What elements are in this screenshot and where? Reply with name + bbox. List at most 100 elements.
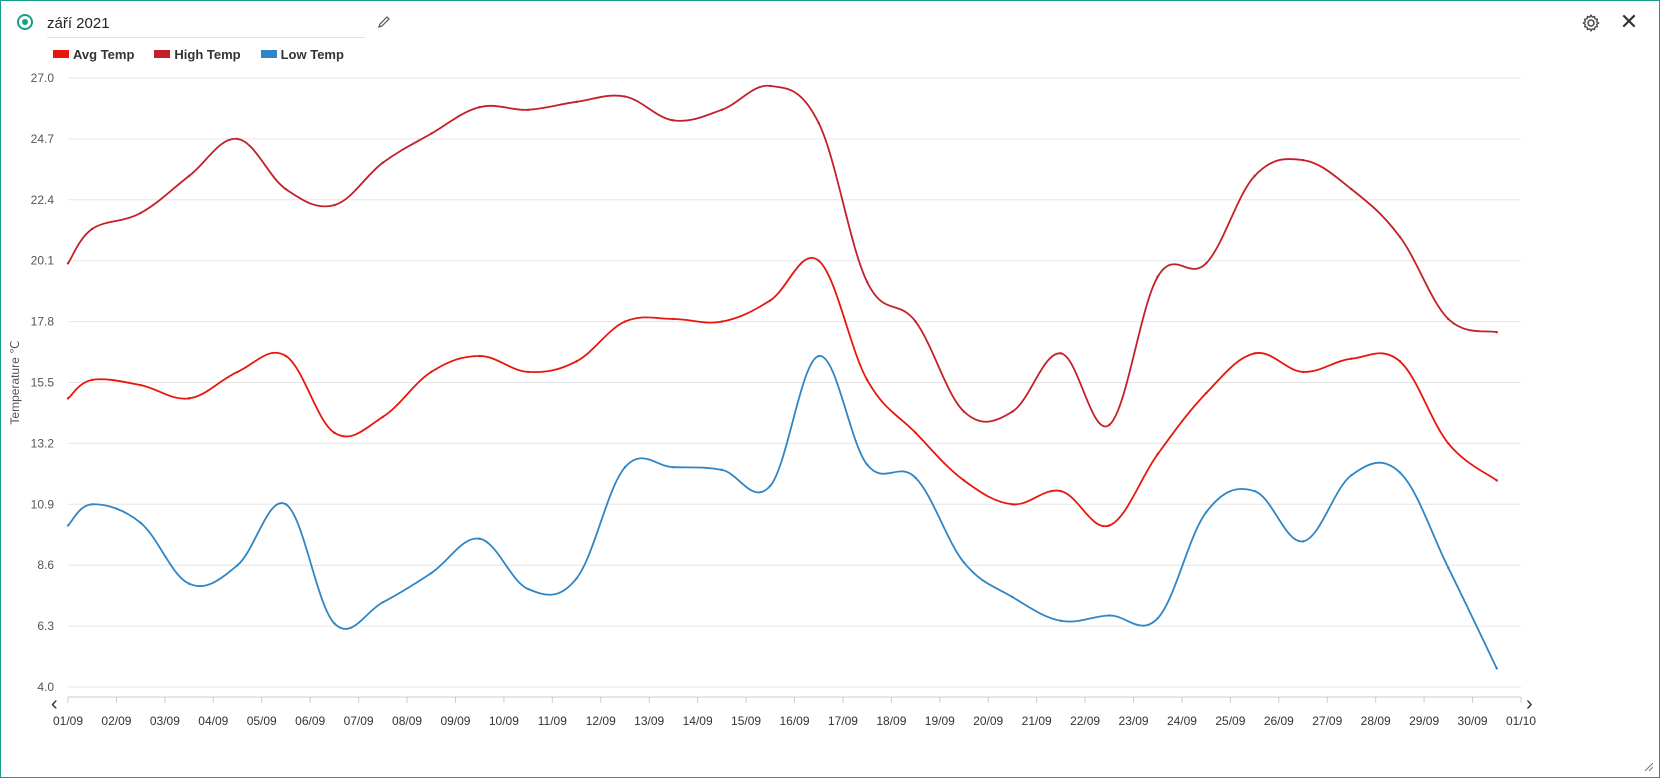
- data-point[interactable]: [1156, 275, 1159, 278]
- data-point[interactable]: [526, 370, 530, 374]
- data-point[interactable]: [962, 479, 966, 482]
- data-point[interactable]: [575, 577, 578, 580]
- data-point[interactable]: [526, 108, 530, 111]
- data-point[interactable]: [1156, 452, 1159, 456]
- data-point[interactable]: [187, 397, 191, 400]
- data-point[interactable]: [1204, 511, 1208, 514]
- data-point[interactable]: [1398, 235, 1402, 239]
- data-point[interactable]: [139, 211, 142, 215]
- legend-item-high[interactable]: High Temp: [154, 45, 241, 63]
- data-point[interactable]: [1204, 391, 1208, 395]
- data-point[interactable]: [139, 521, 142, 525]
- data-point[interactable]: [478, 537, 481, 540]
- data-point[interactable]: [430, 370, 433, 374]
- data-point[interactable]: [66, 524, 70, 527]
- data-point[interactable]: [91, 227, 94, 231]
- data-point[interactable]: [720, 320, 724, 323]
- data-point[interactable]: [1156, 616, 1159, 620]
- data-point[interactable]: [381, 161, 385, 164]
- data-point[interactable]: [1350, 473, 1353, 477]
- data-point[interactable]: [284, 188, 288, 191]
- data-point[interactable]: [139, 383, 142, 387]
- data-point[interactable]: [1301, 370, 1305, 374]
- chevron-left-icon[interactable]: ‹: [51, 693, 58, 715]
- data-point[interactable]: [769, 299, 772, 302]
- data-point[interactable]: [1495, 479, 1498, 482]
- high-temp-line[interactable]: [67, 84, 1498, 428]
- data-point[interactable]: [1301, 158, 1305, 162]
- data-point[interactable]: [1253, 352, 1256, 355]
- data-point[interactable]: [91, 378, 94, 382]
- data-point[interactable]: [865, 378, 869, 382]
- data-point[interactable]: [672, 317, 675, 321]
- data-point[interactable]: [720, 468, 724, 472]
- avg-temp-line[interactable]: [67, 257, 1498, 528]
- data-point[interactable]: [187, 582, 191, 585]
- data-point[interactable]: [817, 259, 820, 262]
- data-point[interactable]: [1059, 489, 1063, 493]
- data-point[interactable]: [1350, 357, 1353, 360]
- data-point[interactable]: [1495, 667, 1498, 670]
- data-point[interactable]: [575, 100, 578, 104]
- data-point[interactable]: [914, 320, 917, 323]
- data-point[interactable]: [1011, 595, 1014, 599]
- data-point[interactable]: [817, 121, 820, 125]
- data-point[interactable]: [623, 320, 627, 323]
- data-point[interactable]: [1301, 540, 1305, 543]
- data-point[interactable]: [769, 84, 772, 88]
- gear-icon[interactable]: [1581, 13, 1601, 33]
- pencil-icon[interactable]: [377, 15, 391, 29]
- data-point[interactable]: [769, 484, 772, 487]
- chevron-right-icon[interactable]: ›: [1526, 693, 1533, 715]
- data-point[interactable]: [478, 354, 481, 358]
- data-point[interactable]: [962, 561, 966, 564]
- data-point[interactable]: [1059, 619, 1063, 623]
- data-point[interactable]: [430, 132, 433, 135]
- legend-item-avg[interactable]: Avg Temp: [53, 45, 134, 63]
- data-point[interactable]: [478, 105, 481, 109]
- data-point[interactable]: [623, 466, 627, 469]
- data-point[interactable]: [333, 431, 336, 435]
- data-point[interactable]: [1495, 330, 1498, 334]
- data-point[interactable]: [623, 95, 627, 98]
- data-point[interactable]: [1011, 503, 1014, 506]
- data-point[interactable]: [66, 262, 70, 265]
- data-point[interactable]: [381, 415, 385, 419]
- data-point[interactable]: [1447, 317, 1450, 321]
- resize-handle-icon[interactable]: [1645, 763, 1653, 771]
- data-point[interactable]: [865, 280, 869, 284]
- data-point[interactable]: [1398, 471, 1402, 474]
- data-point[interactable]: [236, 137, 239, 141]
- data-point[interactable]: [672, 119, 675, 122]
- data-point[interactable]: [66, 397, 70, 400]
- data-point[interactable]: [817, 354, 820, 358]
- low-temp-line[interactable]: [67, 355, 1498, 669]
- data-point[interactable]: [720, 108, 724, 111]
- data-point[interactable]: [575, 360, 578, 363]
- data-point[interactable]: [236, 564, 239, 567]
- data-point[interactable]: [1253, 174, 1256, 178]
- data-point[interactable]: [187, 174, 191, 178]
- data-point[interactable]: [236, 370, 239, 374]
- data-point[interactable]: [1253, 489, 1256, 493]
- data-point[interactable]: [1108, 423, 1111, 427]
- data-point[interactable]: [1011, 410, 1014, 413]
- data-point[interactable]: [962, 410, 966, 413]
- data-point[interactable]: [526, 587, 530, 591]
- legend-item-low[interactable]: Low Temp: [260, 45, 344, 63]
- data-point[interactable]: [1447, 442, 1450, 445]
- data-point[interactable]: [1398, 360, 1402, 363]
- close-icon[interactable]: ✕: [1619, 9, 1639, 34]
- data-point[interactable]: [284, 503, 288, 506]
- data-point[interactable]: [914, 476, 917, 480]
- data-point[interactable]: [1059, 352, 1063, 355]
- data-point[interactable]: [1447, 566, 1450, 570]
- data-point[interactable]: [672, 466, 675, 469]
- data-point[interactable]: [1204, 262, 1208, 265]
- data-point[interactable]: [333, 622, 336, 625]
- data-point[interactable]: [91, 503, 94, 506]
- data-point[interactable]: [1108, 524, 1111, 527]
- data-point[interactable]: [430, 571, 433, 575]
- data-point[interactable]: [381, 601, 385, 604]
- data-point[interactable]: [333, 203, 336, 207]
